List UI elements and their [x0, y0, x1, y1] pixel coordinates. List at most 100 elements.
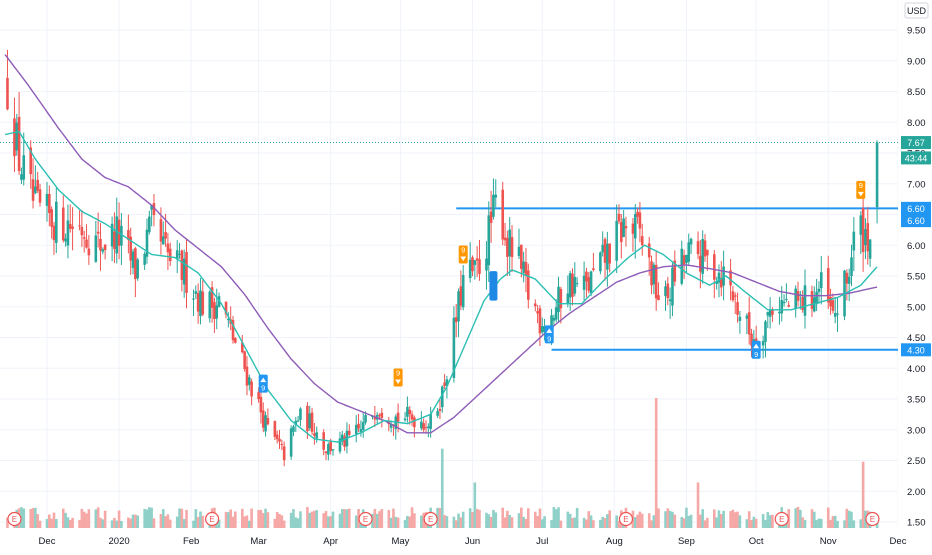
- time-tick-label: Jun: [465, 536, 480, 547]
- price-axis[interactable]: USD 9.509.008.508.007.507.006.506.005.50…: [898, 0, 932, 529]
- earnings-label: E: [12, 515, 17, 524]
- signal-count: 9: [547, 334, 551, 343]
- volume-bar: [443, 515, 446, 528]
- candle-body: [573, 277, 577, 294]
- volume-bar: [159, 514, 163, 528]
- price-tick-label: 3.50: [907, 395, 926, 406]
- volume-bar: [22, 508, 26, 528]
- axis-price-label: 6.60: [901, 214, 931, 228]
- earnings-label: E: [428, 515, 433, 524]
- candle-body: [182, 258, 186, 285]
- earnings-label: E: [363, 515, 368, 524]
- volume-bar: [650, 520, 653, 528]
- candle-body: [331, 449, 335, 451]
- candle-body: [55, 201, 58, 243]
- time-tick-label: Mar: [250, 536, 266, 547]
- signal-count: 9: [754, 350, 758, 359]
- candle-body: [406, 406, 409, 417]
- candle-body: [815, 291, 818, 305]
- candle-body: [589, 271, 593, 294]
- candles: [6, 49, 879, 467]
- currency-badge[interactable]: [904, 2, 929, 19]
- candle-body: [747, 312, 751, 335]
- candle-body: [520, 244, 523, 269]
- axis-price-label-bg: [901, 136, 931, 150]
- ma-slow-line: [4, 54, 878, 434]
- candle-body: [475, 258, 479, 261]
- volume-bar: [80, 508, 84, 528]
- volume-bar: [294, 517, 298, 528]
- volume-bars: [6, 398, 879, 528]
- earnings-marker[interactable]: E: [358, 511, 373, 527]
- earnings-marker[interactable]: E: [618, 511, 634, 527]
- ma-fast-line: [4, 130, 878, 443]
- volume-bar: [259, 509, 263, 528]
- candle-body: [527, 270, 530, 300]
- candle-body: [652, 264, 656, 285]
- volume-bar: [324, 511, 328, 528]
- candle-body: [622, 218, 625, 237]
- volume-bar: [168, 519, 172, 528]
- axis-price-label-text: 7.67: [907, 138, 925, 148]
- candle-body: [364, 415, 367, 423]
- volume-bar: [392, 508, 395, 528]
- candle-body: [50, 209, 53, 227]
- volume-bar: [278, 513, 281, 528]
- candle-body: [410, 414, 414, 420]
- volume-bar: [175, 516, 179, 528]
- candle-body: [48, 193, 51, 213]
- volume-bar: [540, 519, 544, 528]
- volume-bar: [48, 514, 51, 528]
- earnings-marker[interactable]: E: [865, 511, 880, 527]
- candle-body: [606, 243, 609, 270]
- candle-body: [859, 215, 863, 235]
- price-axis-background: [898, 0, 932, 528]
- signal-badge: [458, 245, 468, 264]
- volume-bar: [603, 518, 607, 528]
- candle-body: [768, 310, 772, 317]
- time-tick-label: Sep: [678, 536, 695, 547]
- time-tick-label: Feb: [183, 536, 199, 547]
- earnings-marker[interactable]: E: [7, 511, 22, 527]
- earnings-marker[interactable]: E: [423, 511, 438, 527]
- volume-bar: [754, 518, 758, 528]
- candle-body: [127, 230, 130, 240]
- horizontal-lines[interactable]: [0, 142, 898, 351]
- volume-bar: [819, 518, 823, 528]
- volume-bar: [501, 507, 505, 528]
- volume-bar: [29, 509, 33, 528]
- candle-body: [247, 377, 251, 385]
- volume-bar: [475, 508, 479, 528]
- volume-bar: [524, 518, 528, 528]
- earnings-label: E: [623, 515, 628, 524]
- earnings-label: E: [870, 515, 875, 524]
- candle-body: [585, 271, 588, 282]
- volume-bar: [452, 516, 456, 528]
- volume-bar: [227, 512, 230, 528]
- candle-body: [168, 248, 172, 262]
- volume-bar: [438, 508, 442, 528]
- volume-bar: [671, 511, 674, 528]
- earnings-marker[interactable]: E: [204, 511, 220, 527]
- price-tick-label: 8.00: [907, 118, 926, 129]
- candle-body: [866, 223, 870, 252]
- volume-bar: [354, 515, 358, 528]
- volume-bar: [306, 506, 309, 528]
- volume-bar: [713, 509, 716, 528]
- time-axis[interactable]: Dec 2020 Feb Mar Apr May Jun Jul Aug Sep Oct Nov Dec: [0, 528, 932, 550]
- volume-bar: [615, 515, 618, 528]
- candle-body: [13, 118, 16, 157]
- candle-body: [701, 239, 704, 274]
- candle-body: [34, 186, 37, 194]
- volume-bar: [296, 518, 300, 528]
- earnings-marker[interactable]: E: [774, 511, 789, 527]
- volume-bar: [71, 517, 74, 528]
- volume-bar: [331, 511, 335, 528]
- volume-bar: [143, 508, 146, 528]
- candle-body: [306, 405, 309, 432]
- price-tick-label: 5.50: [907, 272, 926, 283]
- candle-body: [492, 194, 495, 217]
